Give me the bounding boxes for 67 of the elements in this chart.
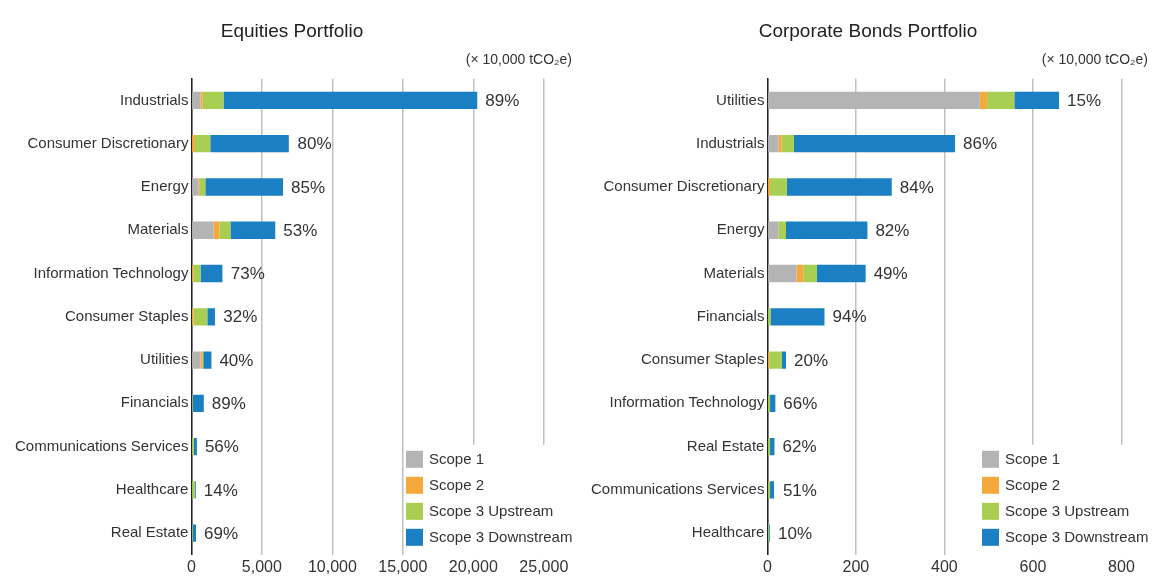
y-tick-label: Real Estate bbox=[110, 523, 189, 541]
x-tick-label: 15,000 bbox=[378, 557, 428, 575]
y-tick-label: Consumer Staples bbox=[64, 306, 189, 324]
y-tick-label: Industrials bbox=[120, 90, 189, 108]
annotation: 69% bbox=[204, 523, 239, 543]
annotation: 62% bbox=[782, 437, 817, 457]
y-tick-label: Healthcare bbox=[691, 523, 765, 541]
y-tick-label: Utilities bbox=[140, 350, 189, 368]
annotation: 86% bbox=[963, 134, 998, 154]
annotation: 56% bbox=[204, 437, 239, 457]
y-tick-label: Information Technology bbox=[33, 263, 189, 281]
legend-label: Scope 1 bbox=[429, 449, 485, 467]
y-tick-label: Information Technology bbox=[609, 393, 765, 411]
annotation: 89% bbox=[211, 394, 246, 414]
annotation: 66% bbox=[783, 394, 818, 414]
annotation: 73% bbox=[230, 264, 265, 284]
x-tick-label: 5,000 bbox=[241, 557, 282, 575]
y-tick-label: Financials bbox=[120, 393, 189, 411]
x-tick-label: 800 bbox=[1108, 557, 1135, 575]
y-tick-label: Healthcare bbox=[115, 480, 189, 498]
y-tick-label: Financials bbox=[696, 306, 765, 324]
annotation: 53% bbox=[283, 220, 318, 240]
x-tick-label: 0 bbox=[186, 557, 196, 575]
y-tick-label: Consumer Staples bbox=[640, 350, 765, 368]
legend-label: Scope 3 Upstream bbox=[1005, 501, 1130, 519]
y-tick-label: Energy bbox=[140, 177, 189, 195]
legend-label: Scope 3 Downstream bbox=[429, 527, 573, 545]
annotation: 85% bbox=[291, 177, 326, 197]
legend-label: Scope 3 Upstream bbox=[429, 501, 554, 519]
y-tick-label: Energy bbox=[716, 220, 765, 238]
legend-label: Scope 2 bbox=[1005, 475, 1061, 493]
y-tick-label: Utilities bbox=[716, 90, 765, 108]
y-tick-label: Communications Services bbox=[14, 436, 189, 454]
annotation: 51% bbox=[782, 480, 817, 500]
annotation: 49% bbox=[873, 264, 908, 284]
legend-label: Scope 3 Downstream bbox=[1005, 527, 1149, 545]
y-tick-label: Consumer Discretionary bbox=[603, 177, 765, 195]
annotation: 32% bbox=[223, 307, 258, 327]
chart-title: Corporate Bonds Portfolio bbox=[758, 19, 978, 41]
x-tick-label: 200 bbox=[842, 557, 870, 575]
x-tick-label: 10,000 bbox=[307, 557, 357, 575]
annotation: 89% bbox=[485, 91, 520, 111]
y-tick-label: Industrials bbox=[696, 133, 765, 151]
annotation: 80% bbox=[297, 134, 332, 154]
y-tick-label: Communications Services bbox=[590, 480, 765, 498]
y-tick-label: Consumer Discretionary bbox=[27, 133, 189, 151]
annotation: 14% bbox=[203, 480, 238, 500]
y-tick-label: Real Estate bbox=[686, 436, 765, 454]
annotation: 82% bbox=[875, 220, 910, 240]
chart-title: Equities Portfolio bbox=[220, 19, 364, 41]
annotation: 20% bbox=[793, 350, 829, 370]
x-tick-label: 20,000 bbox=[448, 557, 498, 575]
x-tick-label: 25,000 bbox=[519, 557, 569, 575]
text: (× 10,000 tCO₂e) bbox=[1041, 50, 1148, 67]
annotation: 40% bbox=[219, 350, 254, 370]
annotation: 94% bbox=[832, 307, 867, 327]
y-tick-label: Materials bbox=[127, 220, 189, 238]
legend-label: Scope 1 bbox=[1005, 449, 1061, 467]
annotation: 84% bbox=[899, 177, 934, 197]
legend-label: Scope 2 bbox=[429, 475, 485, 493]
x-tick-label: 600 bbox=[1019, 557, 1047, 575]
annotation: 15% bbox=[1067, 91, 1102, 111]
annotation: 10% bbox=[778, 523, 813, 543]
text: (× 10,000 tCO₂e) bbox=[465, 50, 572, 67]
y-tick-label: Materials bbox=[703, 263, 765, 281]
x-tick-label: 400 bbox=[931, 557, 958, 575]
x-tick-label: 0 bbox=[762, 557, 772, 575]
